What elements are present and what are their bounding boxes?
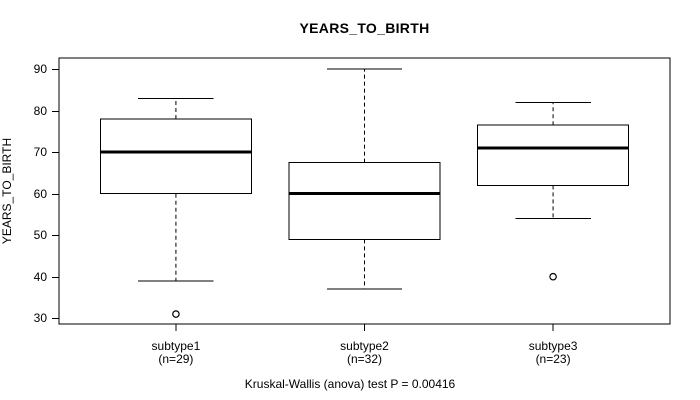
y-tick-label: 60 xyxy=(33,186,47,201)
y-tick-label: 50 xyxy=(33,228,47,243)
y-tick-label: 90 xyxy=(33,62,47,77)
stat-test-caption: Kruskal-Wallis (anova) test P = 0.00416 xyxy=(244,377,456,391)
group-name: subtype2 xyxy=(340,339,389,353)
boxplot-group-subtype2 xyxy=(288,68,441,331)
outlier-point xyxy=(172,310,180,318)
y-tick-label: 80 xyxy=(33,103,47,118)
y-tick-label: 70 xyxy=(33,145,47,160)
y-tick-label: 30 xyxy=(33,311,47,326)
group-count: (n=23) xyxy=(535,352,571,366)
group-name: subtype1 xyxy=(151,339,201,353)
boxplot-group-subtype3 xyxy=(477,101,630,331)
iqr-box xyxy=(99,118,252,195)
group-name: subtype3 xyxy=(528,339,578,353)
iqr-box xyxy=(477,124,630,186)
outlier-point xyxy=(549,272,557,281)
group-label-subtype3: subtype3 (n=23) xyxy=(483,340,623,366)
group-label-subtype1: subtype1 (n=29) xyxy=(106,340,246,366)
group-count: (n=32) xyxy=(346,352,383,366)
boxplot-group-subtype1 xyxy=(99,97,252,331)
chart-title: YEARS_TO_BIRTH xyxy=(299,20,430,36)
group-label-subtype2: subtype2 (n=32) xyxy=(295,340,435,366)
iqr-box xyxy=(288,162,441,240)
y-tick-label: 40 xyxy=(33,269,47,284)
group-count: (n=29) xyxy=(158,352,194,366)
